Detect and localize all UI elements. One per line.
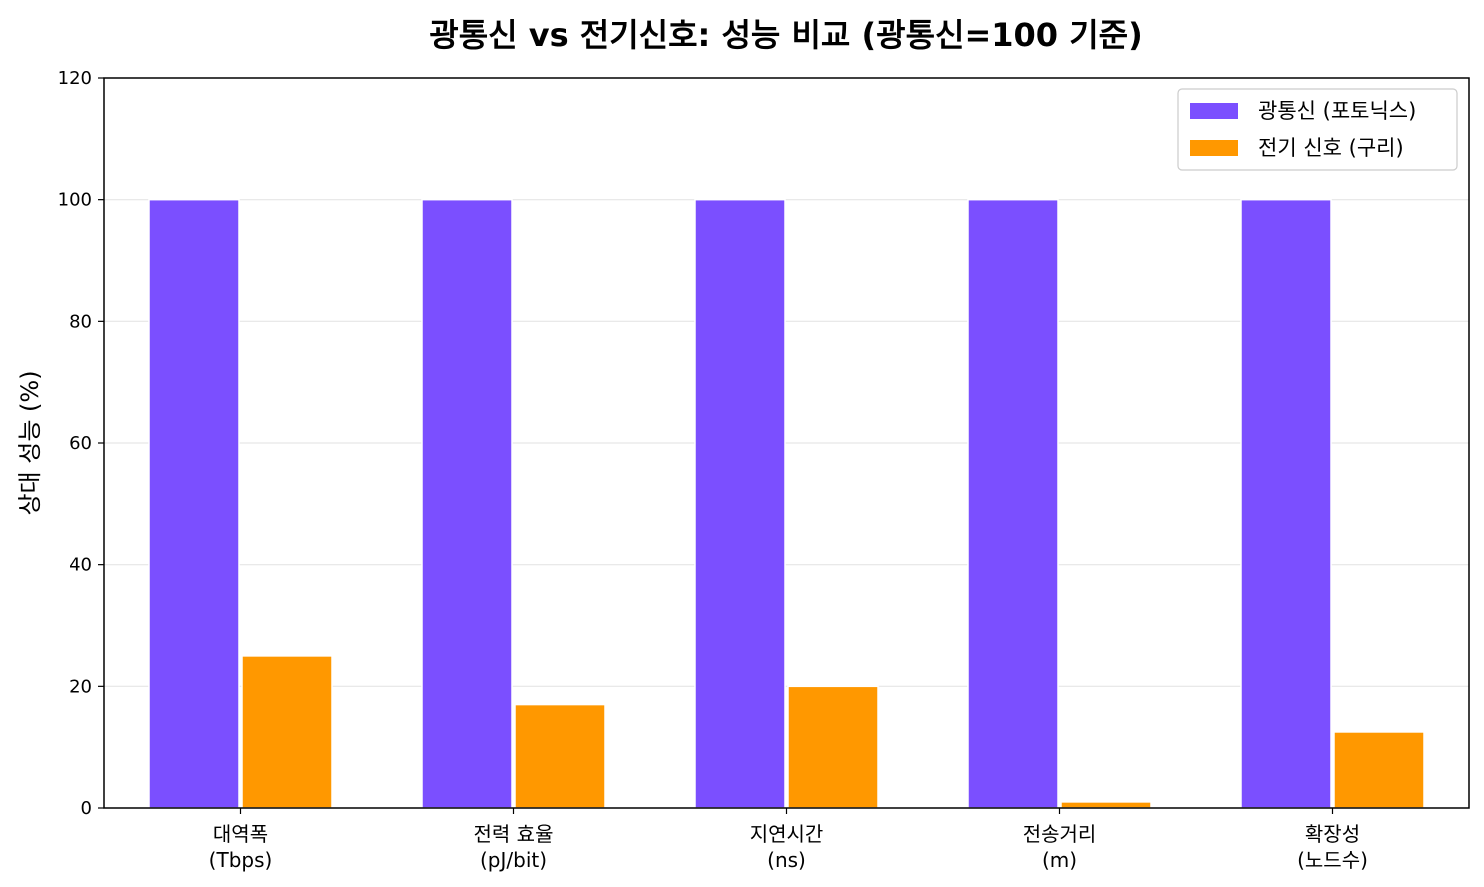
y-tick-label: 100: [58, 190, 92, 211]
x-tick-label: 전송거리: [1023, 822, 1097, 846]
x-tick-label: (Tbps): [209, 848, 273, 872]
legend-swatch: [1190, 103, 1238, 119]
x-tick-label: (m): [1042, 848, 1077, 872]
legend: 광통신 (포토닉스) 전기 신호 (구리): [1177, 88, 1458, 171]
x-tick-label: (pJ/bit): [480, 848, 547, 872]
y-axis-ticks: 0 20 40 60 80 100 120: [58, 68, 104, 819]
legend-swatch: [1190, 140, 1238, 156]
bar-optical-1: [421, 198, 513, 809]
legend-label: 전기 신호 (구리): [1258, 136, 1404, 160]
y-tick-label: 80: [69, 311, 92, 332]
x-tick-label: 확장성: [1305, 822, 1360, 846]
x-tick-label: 전력 효율: [474, 822, 554, 846]
x-tick-label: (노드수): [1297, 848, 1368, 872]
y-tick-label: 20: [69, 676, 92, 697]
bar-optical-3: [967, 198, 1059, 809]
bar-electrical-2: [787, 685, 879, 809]
y-tick-label: 60: [69, 433, 92, 454]
y-tick-label: 120: [58, 68, 92, 89]
y-axis-label: 상대 성능 (%): [16, 370, 44, 515]
chart-title: 광통신 vs 전기신호: 성능 비교 (광통신=100 기준): [429, 16, 1142, 54]
y-tick-label: 40: [69, 555, 92, 576]
x-tick-label: (ns): [767, 848, 806, 872]
x-tick-label: 대역폭: [213, 822, 268, 846]
bar-electrical-0: [241, 655, 333, 809]
x-tick-label: 지연시간: [750, 822, 824, 846]
bar-electrical-4: [1333, 731, 1425, 809]
bar-optical-4: [1240, 198, 1332, 809]
bar-electrical-1: [514, 703, 606, 809]
y-tick-label: 0: [81, 798, 92, 819]
bar-optical-0: [148, 198, 240, 809]
bars: [148, 198, 1425, 809]
legend-label: 광통신 (포토닉스): [1258, 99, 1416, 123]
legend-box: [1177, 88, 1458, 171]
x-axis-ticks: 대역폭(Tbps) 전력 효율(pJ/bit) 지연시간(ns) 전송거리(m) 확장성…: [209, 808, 1368, 872]
bar-optical-2: [694, 198, 786, 809]
bar-electrical-3: [1060, 801, 1152, 809]
